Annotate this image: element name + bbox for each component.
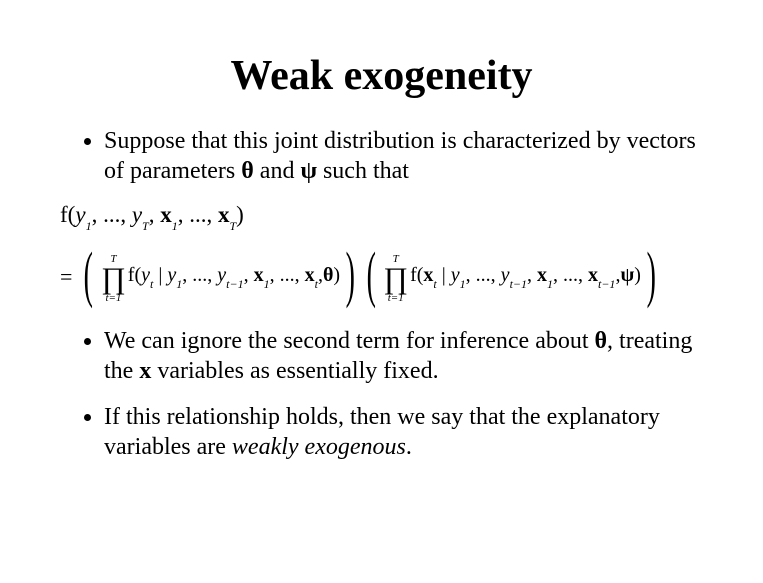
equation-block: f(y1, ..., yT, x1, ..., xT) = ( T ∏ t=1 … — [56, 202, 707, 308]
f1-yt: y — [141, 264, 150, 286]
bullet-2-x: x — [139, 358, 151, 384]
product-2-bot: t=1 — [388, 293, 404, 304]
bullet-3: If this relationship holds, then we say … — [104, 402, 707, 462]
bullet-2: We can ignore the second term for infere… — [104, 326, 707, 386]
bullet-1-text-3: such that — [317, 158, 409, 184]
f1-xt: x — [305, 264, 315, 286]
bullet-3-em: weakly exogenous — [232, 434, 406, 460]
paren-r1: ) — [346, 244, 355, 306]
product-1-symbol: ∏ — [101, 266, 126, 292]
f2-xt-sub: t — [433, 277, 436, 291]
f2-dots1: , ..., — [466, 264, 496, 286]
f1-ytm1-sub: t−1 — [226, 277, 243, 291]
f2-psi: ψ — [620, 264, 634, 286]
paren-r2: ) — [647, 244, 656, 306]
slide: Weak exogeneity Suppose that this joint … — [0, 0, 763, 583]
f2-x1: x — [537, 264, 547, 286]
product-1-bot: t=1 — [105, 293, 121, 304]
product-1: T ∏ t=1 — [101, 254, 126, 304]
f1-dots1: , ..., — [182, 264, 212, 286]
bullet-list-top: Suppose that this joint distribution is … — [56, 126, 707, 186]
bullet-1: Suppose that this joint distribution is … — [104, 126, 707, 186]
bullet-3-text-2: . — [406, 434, 412, 460]
f2-xtm1-sub: t−1 — [598, 277, 615, 291]
paren-l2: ( — [366, 244, 375, 306]
f2-close: ) — [634, 264, 641, 286]
f2-y1: y — [451, 264, 460, 286]
product-2-symbol: ∏ — [383, 266, 408, 292]
f2-dots2: , ..., — [553, 264, 583, 286]
eq-xT: x — [218, 202, 230, 227]
bullet-2-theta: θ — [595, 328, 608, 354]
f1-x1-sub: 1 — [264, 277, 270, 291]
f2-bar: | — [437, 264, 451, 286]
equation-line-1: f(y1, ..., yT, x1, ..., xT) — [60, 202, 707, 232]
paren-l1: ( — [84, 244, 93, 306]
bullet-1-psi: ψ — [300, 158, 317, 184]
f1-bar: | — [153, 264, 167, 286]
bullet-1-theta: θ — [241, 158, 254, 184]
eq-sep2: , ..., — [178, 202, 213, 227]
bullet-1-text-2: and — [254, 158, 301, 184]
eq-sep1: , ..., — [92, 202, 127, 227]
bullet-list-bottom: We can ignore the second term for infere… — [56, 326, 707, 462]
eq-y1: y — [75, 202, 85, 227]
f1-close: ) — [333, 264, 340, 286]
f1-dots2: , ..., — [270, 264, 300, 286]
eq-close: ) — [236, 202, 244, 227]
f2-y1-sub: 1 — [460, 277, 466, 291]
eq-xT-sub: T — [229, 219, 236, 233]
bullet-2-text-1: We can ignore the second term for infere… — [104, 328, 595, 354]
slide-title: Weak exogeneity — [56, 52, 707, 100]
eq-x1: x — [160, 202, 172, 227]
f2-ytm1: y — [501, 264, 510, 286]
f2-comma1: , — [527, 264, 532, 286]
eq-x1-sub: 1 — [172, 219, 178, 233]
f2-xtm1: x — [588, 264, 598, 286]
f1-yt-sub: t — [150, 277, 153, 291]
factor-2: f(xt | y1, ..., yt−1, x1, ..., xt−1,ψ) — [410, 264, 641, 290]
bullet-2-text-3: variables as essentially fixed. — [151, 358, 438, 384]
f1-xt-sub: t — [315, 277, 318, 291]
eq-y1-sub: 1 — [86, 219, 92, 233]
f1-y1: y — [167, 264, 176, 286]
product-2: T ∏ t=1 — [383, 254, 408, 304]
f2-f: f — [410, 264, 417, 286]
eq-yT-sub: T — [142, 219, 149, 233]
eq-equals: = — [60, 264, 72, 290]
f1-theta: θ — [323, 264, 333, 286]
f2-x1-sub: 1 — [547, 277, 553, 291]
f1-comma1: , — [244, 264, 249, 286]
f2-ytm1-sub: t−1 — [510, 277, 527, 291]
f1-y1-sub: 1 — [176, 277, 182, 291]
eq-f: f — [60, 202, 68, 227]
f2-xt: x — [423, 264, 433, 286]
f1-x1: x — [254, 264, 264, 286]
eq-yT: y — [132, 202, 142, 227]
factor-1: f(yt | y1, ..., yt−1, x1, ..., xt,θ) — [128, 264, 340, 290]
eq-comma1: , — [149, 202, 155, 227]
equation-line-2: = ( T ∏ t=1 f(yt | y1, ..., yt−1, x1, ..… — [60, 246, 707, 308]
f1-ytm1: y — [217, 264, 226, 286]
